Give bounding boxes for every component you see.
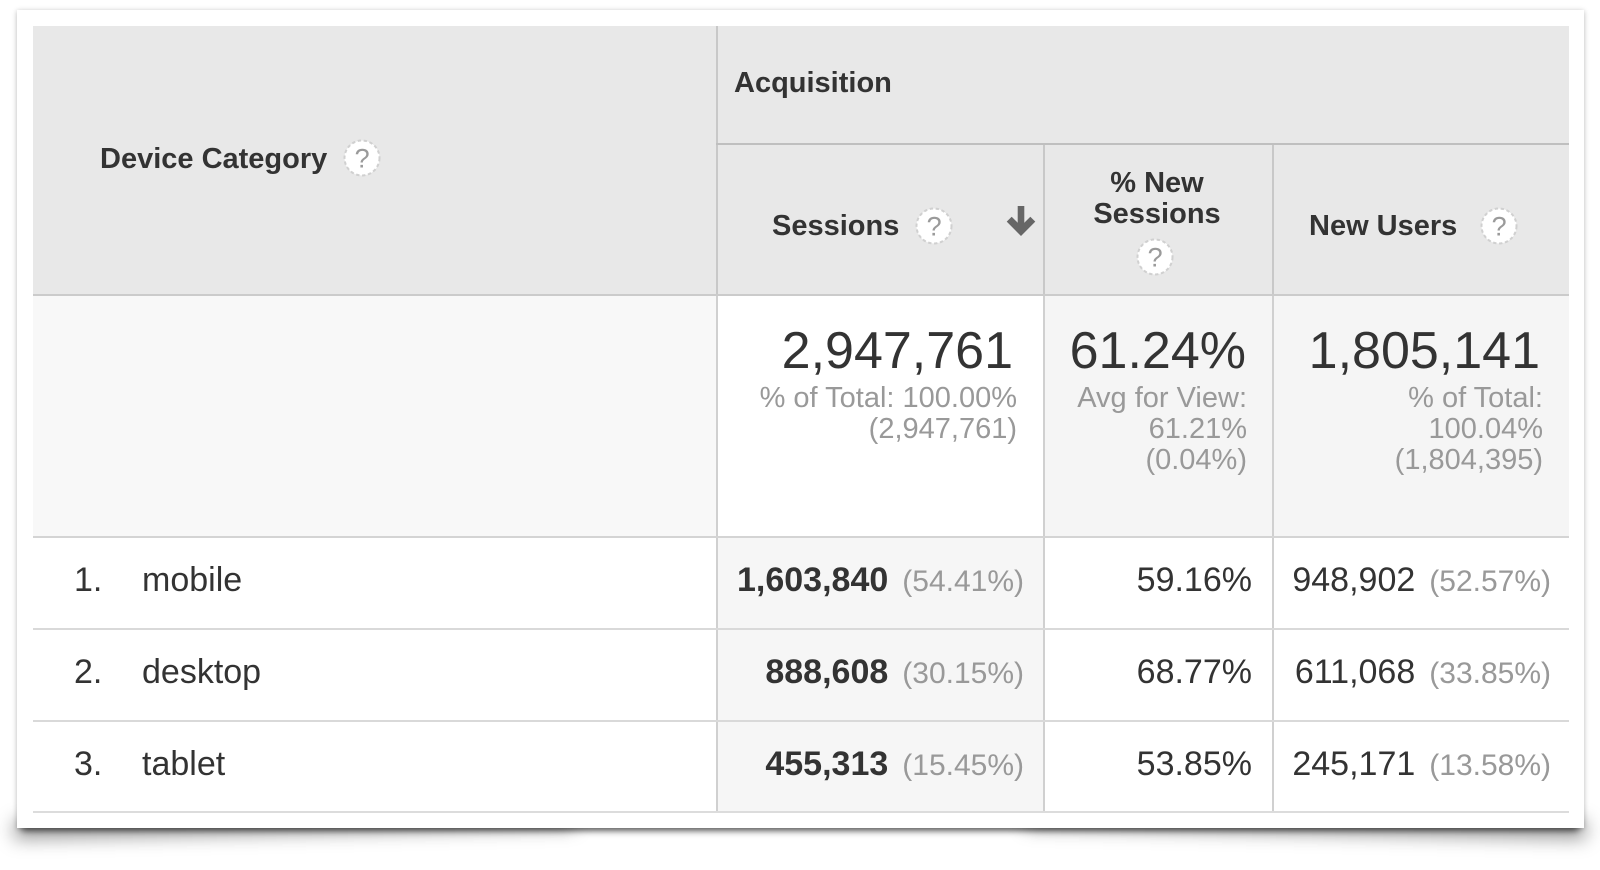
svg-text:?: ? [1148,243,1163,273]
svg-text:?: ? [1492,212,1507,242]
svg-text:?: ? [355,144,370,174]
svg-text:?: ? [927,212,942,242]
